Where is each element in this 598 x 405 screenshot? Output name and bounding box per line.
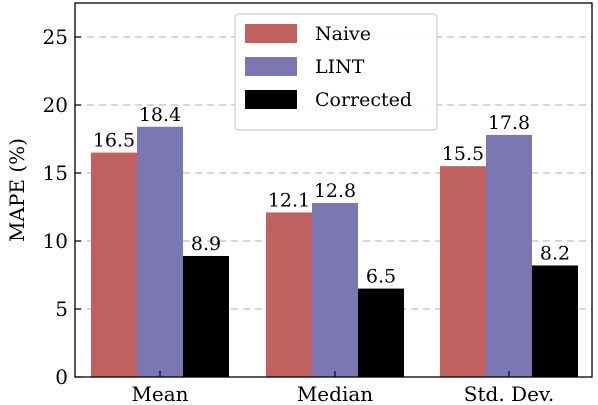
bar-lint-3 [486, 134, 532, 377]
data-label: 17.8 [488, 112, 530, 134]
y-tick-label: 15 [43, 161, 68, 185]
bars [91, 126, 578, 377]
y-tick-label: 25 [43, 25, 68, 49]
bar-corrected-1 [183, 255, 229, 377]
legend-label-naive: Naive [315, 23, 371, 45]
data-label: 12.8 [314, 180, 356, 202]
y-tick-label: 0 [55, 365, 68, 389]
legend-label-lint: LINT [315, 56, 365, 78]
data-label: 15.5 [442, 143, 484, 165]
bar-corrected-3 [532, 265, 578, 377]
data-label: 16.5 [93, 130, 135, 152]
y-tick-label: 20 [43, 93, 68, 117]
y-axis-ticks: 0 5 10 15 20 25 [43, 25, 81, 389]
bar-lint-1 [137, 126, 183, 377]
bar-lint-2 [312, 202, 358, 377]
legend-swatch-corrected [245, 90, 297, 109]
legend-label-corrected: Corrected [315, 89, 412, 111]
data-label: 12.1 [268, 189, 310, 211]
data-label: 6.5 [366, 266, 396, 288]
plot-frame [74, 2, 593, 378]
y-tick-label: 5 [55, 297, 68, 321]
data-label: 18.4 [139, 104, 181, 126]
legend-swatch-lint [245, 57, 297, 76]
bar-naive-2 [266, 212, 312, 377]
data-label: 8.2 [540, 242, 570, 264]
y-tick-label: 10 [43, 229, 68, 253]
x-axis-ticks: Mean Median Std. Dev. [131, 371, 554, 405]
y-axis-label: MAPE (%) [5, 138, 29, 242]
data-labels: 16.518.4 8.9 12.1 12.8 6.5 15.517.8 8.2 [93, 104, 570, 288]
x-tick-label: Mean [131, 382, 188, 405]
bar-naive-1 [91, 152, 137, 377]
bar-corrected-2 [358, 288, 404, 377]
legend-swatch-naive [245, 24, 297, 43]
data-label: 8.9 [191, 233, 221, 255]
legend: Naive LINT Corrected [234, 13, 438, 131]
bar-naive-3 [440, 166, 486, 377]
x-tick-label: Std. Dev. [464, 382, 554, 405]
x-tick-label: Median [297, 382, 373, 405]
